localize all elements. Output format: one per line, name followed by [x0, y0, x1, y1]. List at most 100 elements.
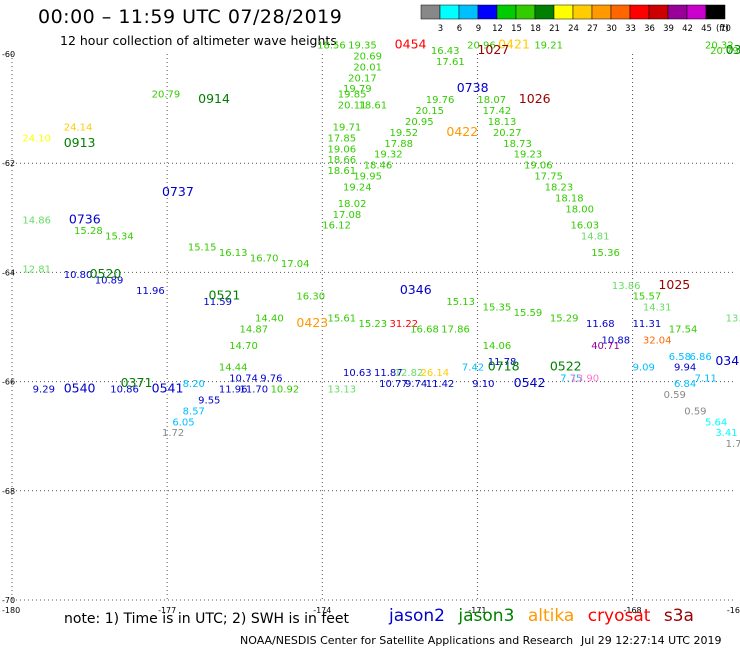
swh-value-label: 20.01 — [353, 62, 382, 73]
color-scale-bar: 3 6 9 12 15 18 21 24 27 30 33 36 39 42 45 70(ft) — [420, 4, 731, 34]
swh-value-label: 0.59 — [664, 390, 686, 401]
swh-value-label: 11.78 — [488, 357, 517, 368]
y-tick-label: -64 — [2, 268, 15, 277]
swh-value-label: 17.75 — [534, 172, 563, 183]
generation-timestamp: Jul 29 12:27:14 UTC 2019 — [581, 634, 722, 647]
colorbar-tick-label: 12 — [492, 24, 503, 34]
swh-value-label: 19.06 — [524, 161, 553, 172]
swh-value-label: 1.72 — [726, 439, 740, 450]
swh-value-label: 19.06 — [327, 144, 356, 155]
x-tick-label: -177 — [158, 606, 176, 615]
swh-value-label: 9.09 — [633, 363, 655, 374]
colorbar-tick-label: 15 — [511, 24, 522, 34]
swh-value-label: 18.00 — [565, 204, 594, 215]
swh-value-label: 15.29 — [550, 314, 579, 325]
swh-value-label: 14.70 — [229, 341, 258, 352]
pass-time-label: 1027 — [477, 42, 509, 57]
swh-value-label: 15.57 — [633, 292, 662, 303]
swh-value-label: 20.79 — [710, 46, 739, 57]
swh-value-label: 19.35 — [348, 41, 377, 52]
swh-value-label: 10.80 — [64, 270, 93, 281]
swh-value-label: 19.23 — [514, 150, 543, 161]
swh-value-label: 9.74 — [405, 379, 427, 390]
swh-value-label: 11.96 — [219, 385, 248, 396]
swh-value-label: 24.10 — [22, 133, 51, 144]
colorbar-tick-label: 45 — [701, 24, 712, 34]
legend-s3a: s3a — [663, 606, 694, 626]
pass-time-label: 0542 — [514, 375, 546, 390]
swh-value-label: 14.44 — [219, 363, 248, 374]
swh-value-label: 11.87 — [374, 368, 403, 379]
pass-time-label: 0737 — [162, 184, 194, 199]
swh-value-label: 17.86 — [441, 324, 470, 335]
swh-value-label: 9.94 — [674, 363, 696, 374]
swh-value-label: 20.95 — [405, 117, 434, 128]
swh-value-label: 31.22 — [390, 319, 419, 330]
swh-value-label: 26.14 — [421, 368, 450, 379]
pass-time-label: 0347 — [715, 353, 740, 368]
swh-value-label: 11.70 — [240, 385, 269, 396]
swh-value-label: 10.86 — [110, 385, 139, 396]
colorbar-swatch — [705, 4, 726, 20]
swh-value-label: 19.24 — [343, 183, 372, 194]
swh-value-label: 17.08 — [333, 210, 362, 221]
pass-time-label: 0736 — [69, 211, 101, 226]
pass-time-label: 0454 — [395, 37, 427, 52]
pass-time-label: 1025 — [658, 277, 690, 292]
legend-jason2: jason2 — [389, 606, 445, 626]
swh-value-label: 13.90 — [571, 374, 600, 385]
pass-time-label: 0540 — [64, 381, 96, 396]
swh-value-label: 20.96 — [467, 41, 496, 52]
colorbar-tick-label: 39 — [663, 24, 674, 34]
swh-value-label: 14.86 — [22, 215, 51, 226]
swh-value-label: 15.59 — [514, 308, 543, 319]
swh-value-label: 20.15 — [415, 106, 444, 117]
swh-value-label: 6.05 — [172, 417, 194, 428]
swh-value-label: 12.81 — [22, 264, 51, 275]
credit-text: NOAA/NESDIS Center for Satellite Applica… — [240, 634, 574, 647]
pass-time-label: 0718 — [488, 359, 520, 374]
swh-value-label: 19.71 — [333, 122, 362, 133]
swh-value-label: 20.79 — [152, 90, 181, 101]
swh-value-label: 18.66 — [327, 155, 356, 166]
swh-value-label: 11.42 — [426, 379, 455, 390]
y-tick-label: -60 — [2, 50, 15, 59]
colorbar-tick-label: 18 — [530, 24, 541, 34]
swh-value-label: 12.82 — [395, 368, 424, 379]
colorbar-tick-label: 21 — [549, 24, 560, 34]
x-tick-label: -174 — [313, 606, 331, 615]
swh-value-label: 19.95 — [353, 172, 382, 183]
swh-value-label: 17.04 — [281, 259, 310, 270]
x-tick-label: -168 — [623, 606, 641, 615]
colorbar-tick-label: 6 — [457, 24, 462, 34]
swh-value-label: 15.13 — [446, 297, 475, 308]
footer-note: note: 1) Time is in UTC; 2) SWH is in fe… — [64, 611, 350, 627]
swh-value-label: 40.71 — [591, 341, 620, 352]
swh-value-label: 15.35 — [483, 303, 512, 314]
swh-value-label: 6.84 — [674, 379, 696, 390]
swh-value-label: 14.81 — [581, 232, 610, 243]
swh-value-label: 11.31 — [633, 319, 662, 330]
swh-value-label: 11.59 — [203, 297, 232, 308]
pass-time-label: 0914 — [198, 91, 230, 106]
swh-value-label: 8.57 — [183, 406, 205, 417]
swh-value-label: 17.85 — [327, 133, 356, 144]
swh-value-label: 19.52 — [390, 128, 419, 139]
satellite-legend: jason2 jason3 altika cryosat s3a — [389, 606, 702, 626]
pass-time-label: 0522 — [550, 359, 582, 374]
colorbar-tick-label: 70 — [720, 24, 731, 34]
swh-value-label: 14.31 — [643, 303, 672, 314]
swh-value-label: 6.58 — [669, 352, 691, 363]
swh-value-label: 18.61 — [358, 101, 387, 112]
colorbar-tick-label: 42 — [682, 24, 693, 34]
swh-value-label: 14.87 — [240, 324, 269, 335]
swh-value-label: 11.68 — [586, 319, 615, 330]
swh-value-label: 18.46 — [364, 161, 393, 172]
swh-value-label: 7.75 — [560, 374, 582, 385]
swh-value-label: 19.32 — [374, 150, 403, 161]
legend-altika: altika — [527, 606, 575, 626]
swh-value-label: 18.07 — [477, 95, 506, 106]
swh-value-label: 10.88 — [602, 335, 631, 346]
swh-value-label: 18.18 — [555, 193, 584, 204]
